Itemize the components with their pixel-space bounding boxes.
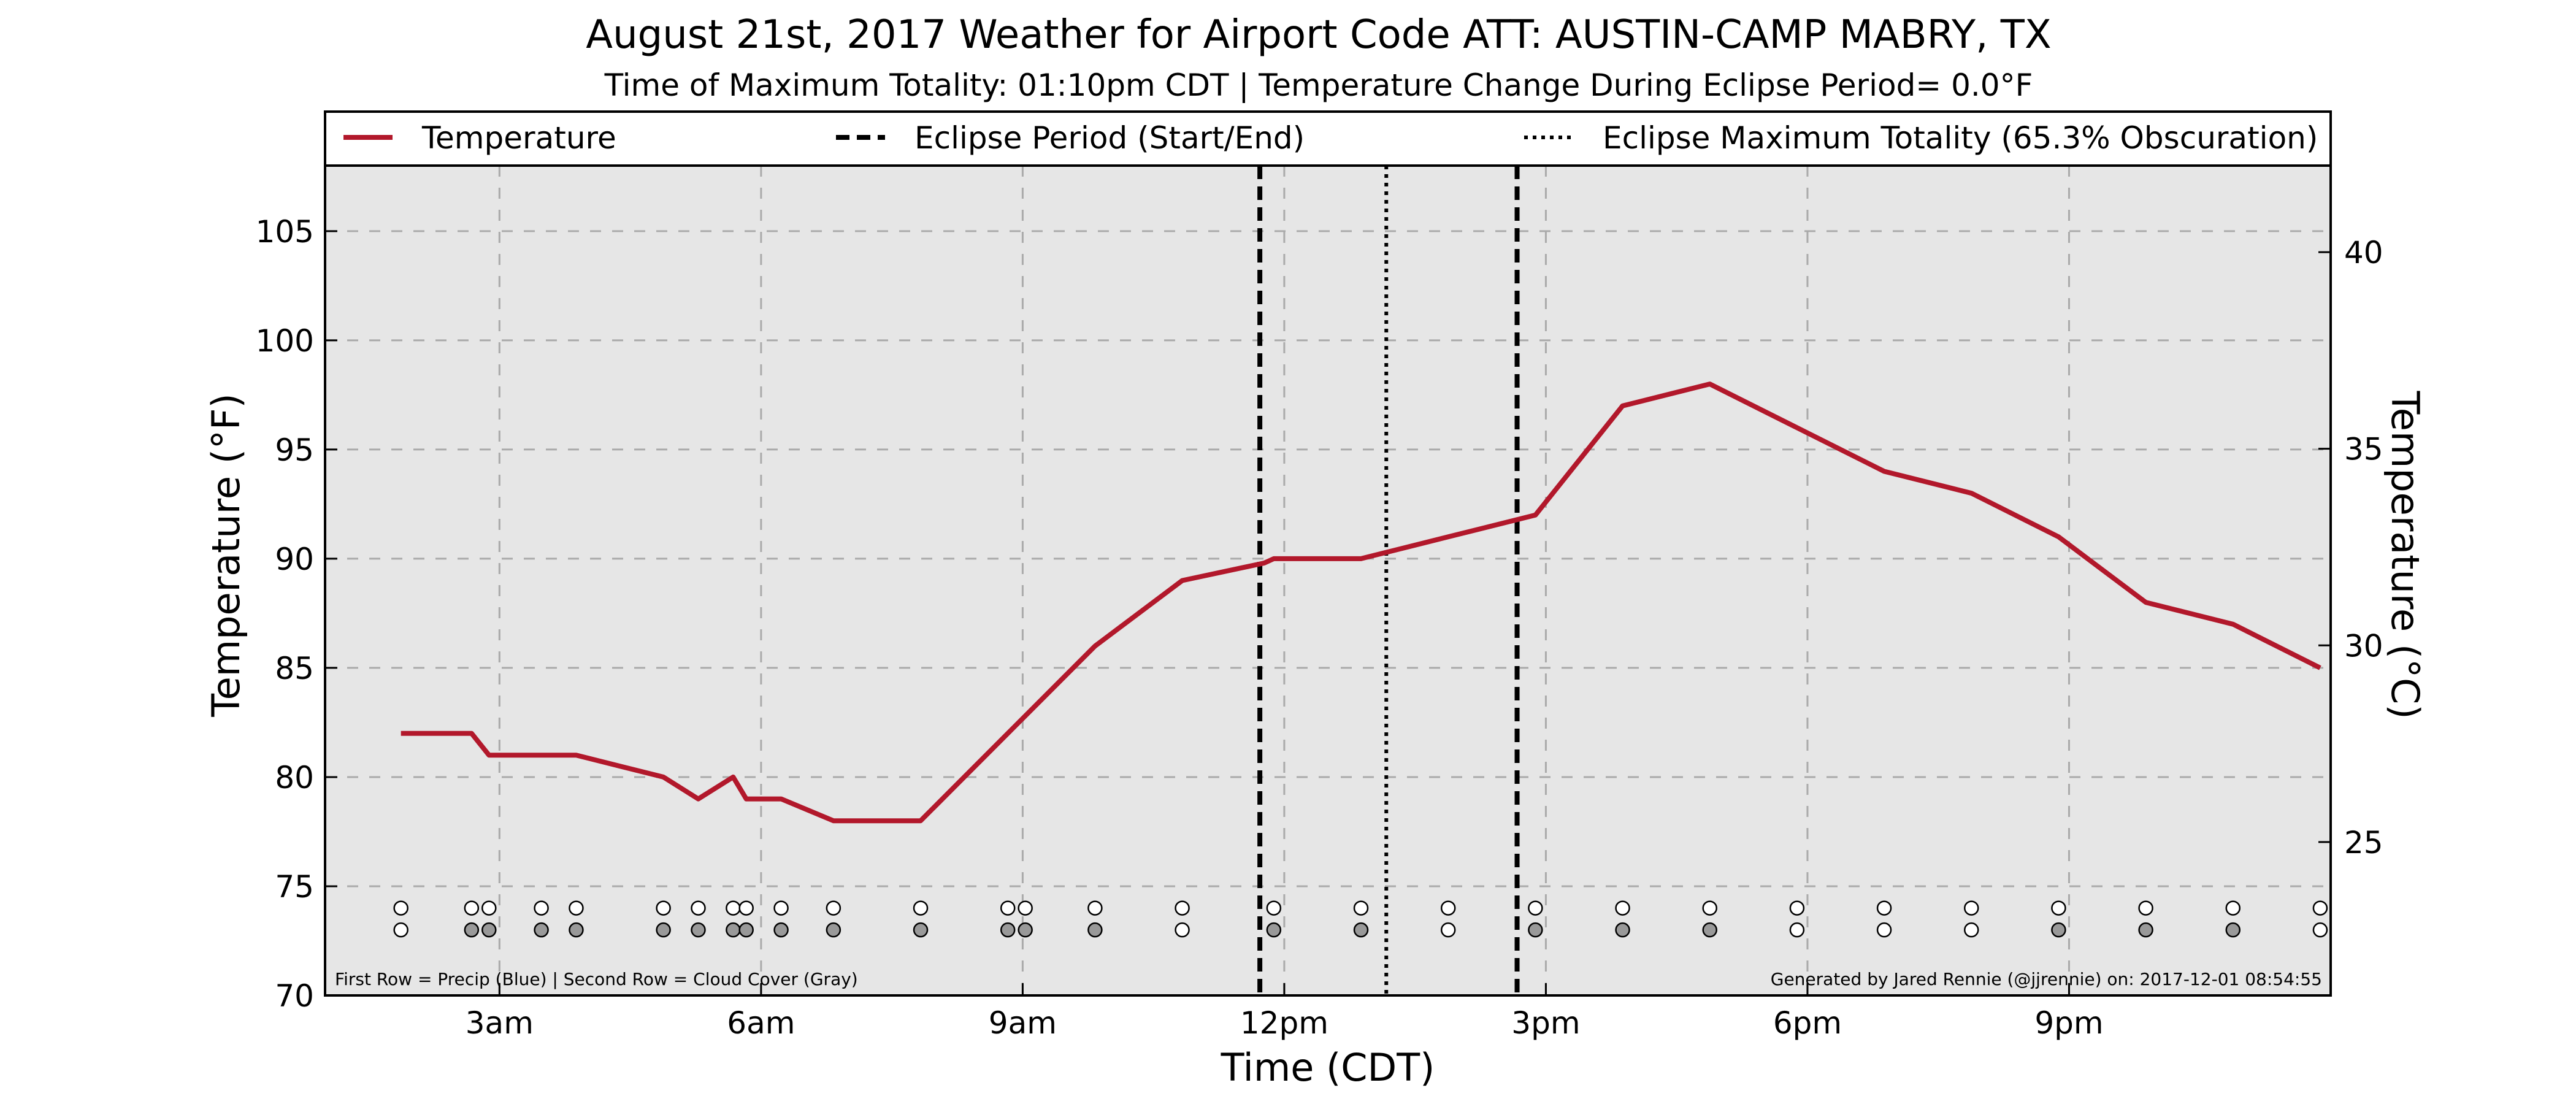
cloud-cover-dot — [726, 922, 741, 938]
plot-area — [325, 166, 2331, 995]
x-tick-label: 3pm — [1511, 1005, 1580, 1041]
y-axis-label: Temperature (°F) — [204, 393, 248, 717]
x-tick-label: 9am — [989, 1005, 1057, 1041]
precip-dot — [1018, 900, 1033, 916]
chart-subtitle: Time of Maximum Totality: 01:10pm CDT | … — [604, 67, 2033, 103]
cloud-cover-dot — [2312, 922, 2328, 938]
precip-dot — [1266, 900, 1282, 916]
cloud-cover-dot — [1266, 922, 1282, 938]
precip-dot — [1000, 900, 1016, 916]
cloud-cover-dot — [826, 922, 841, 938]
cloud-cover-dot — [1440, 922, 1456, 938]
cloud-cover-dot — [1963, 922, 1979, 938]
x-tick-label: 6am — [727, 1005, 795, 1041]
precip-dot — [1087, 900, 1103, 916]
observation-rows — [393, 900, 2328, 938]
precip-dot — [1175, 900, 1190, 916]
precip-dot — [464, 900, 480, 916]
y2-tick-label: 35 — [2344, 432, 2383, 467]
cloud-cover-dot — [1789, 922, 1805, 938]
y2-tick-label: 25 — [2344, 825, 2383, 861]
x-tick-label: 9pm — [2034, 1005, 2103, 1041]
cloud-cover-dot — [1353, 922, 1369, 938]
y-tick-label: 85 — [275, 651, 314, 686]
cloud-cover-dot — [913, 922, 929, 938]
cloud-cover-dot — [569, 922, 584, 938]
cloud-cover-dot — [2051, 922, 2066, 938]
cloud-cover-dot — [773, 922, 789, 938]
cloud-cover-dot — [481, 922, 497, 938]
cloud-cover-dot — [1000, 922, 1016, 938]
cloud-cover-dot — [1615, 922, 1630, 938]
precip-dot — [1876, 900, 1892, 916]
y2-tick-label: 40 — [2344, 235, 2383, 270]
x-axis-label: Time (CDT) — [1221, 1045, 1435, 1090]
legend-label: Temperature — [421, 120, 616, 156]
y-axis-ticks: 70 75 80 85 90 95 100 105 — [256, 214, 337, 1014]
legend: Temperature Eclipse Period (Start/End) Ecl… — [343, 120, 2318, 156]
plot-frame — [324, 110, 2332, 997]
cloud-cover-dot — [1528, 922, 1543, 938]
precip-dot — [2051, 900, 2066, 916]
y-tick-label: 80 — [275, 760, 314, 795]
eclipse-lines — [1257, 166, 1520, 995]
legend-label: Eclipse Period (Start/End) — [914, 120, 1305, 156]
x-tick-label: 3am — [466, 1005, 534, 1041]
cloud-cover-dot — [656, 922, 671, 938]
cloud-cover-dot — [2225, 922, 2241, 938]
y-tick-label: 95 — [275, 432, 314, 468]
precip-dot — [569, 900, 584, 916]
y-tick-label: 100 — [256, 323, 314, 359]
cloud-cover-dot — [1702, 922, 1717, 938]
precip-dot — [1702, 900, 1717, 916]
y-tick-label: 70 — [275, 978, 314, 1014]
precip-dot — [1353, 900, 1369, 916]
precip-dot — [2138, 900, 2153, 916]
temperature-series — [401, 381, 2321, 824]
precip-dot — [481, 900, 497, 916]
x-tick-label: 12pm — [1240, 1005, 1328, 1041]
y-tick-label: 105 — [256, 214, 314, 250]
chart-title: August 21st, 2017 Weather for Airport Co… — [586, 12, 2051, 58]
cloud-cover-dot — [1876, 922, 1892, 938]
precip-dot — [1615, 900, 1630, 916]
precip-dot — [826, 900, 841, 916]
legend-label: Eclipse Maximum Totality (65.3% Obscurat… — [1603, 120, 2318, 156]
precip-dot — [913, 900, 929, 916]
cloud-cover-dot — [1087, 922, 1103, 938]
precip-dot — [773, 900, 789, 916]
precip-dot — [1528, 900, 1543, 916]
precip-dot — [2312, 900, 2328, 916]
cloud-cover-dot — [393, 922, 408, 938]
precip-dot — [656, 900, 671, 916]
series-line-temperature — [401, 381, 2321, 824]
cloud-cover-dot — [738, 922, 754, 938]
y2-axis-label: Temperature (°C) — [2383, 390, 2428, 719]
precip-dot — [1789, 900, 1805, 916]
precip-dot — [691, 900, 706, 916]
footnote-left: First Row = Precip (Blue) | Second Row =… — [335, 969, 858, 989]
y2-axis-ticks: 25 30 35 40 — [2318, 235, 2383, 861]
cloud-cover-dot — [534, 922, 549, 938]
precip-dot — [1440, 900, 1456, 916]
precip-dot — [1963, 900, 1979, 916]
cloud-cover-dot — [691, 922, 706, 938]
precip-dot — [738, 900, 754, 916]
cloud-cover-dot — [464, 922, 480, 938]
precip-dot — [726, 900, 741, 916]
cloud-cover-dot — [1175, 922, 1190, 938]
y2-tick-label: 30 — [2344, 628, 2383, 664]
footnote-right: Generated by Jared Rennie (@jjrennie) on… — [1771, 969, 2322, 989]
cloud-cover-dot — [2138, 922, 2153, 938]
x-axis-ticks: 3am 6am 9am 12pm 3pm 6pm 9pm — [466, 983, 2104, 1041]
y-tick-label: 90 — [275, 542, 314, 577]
precip-dot — [534, 900, 549, 916]
cloud-cover-dot — [1018, 922, 1033, 938]
x-tick-label: 6pm — [1773, 1005, 1842, 1041]
precip-dot — [393, 900, 408, 916]
y-tick-label: 75 — [275, 869, 314, 905]
precip-dot — [2225, 900, 2241, 916]
